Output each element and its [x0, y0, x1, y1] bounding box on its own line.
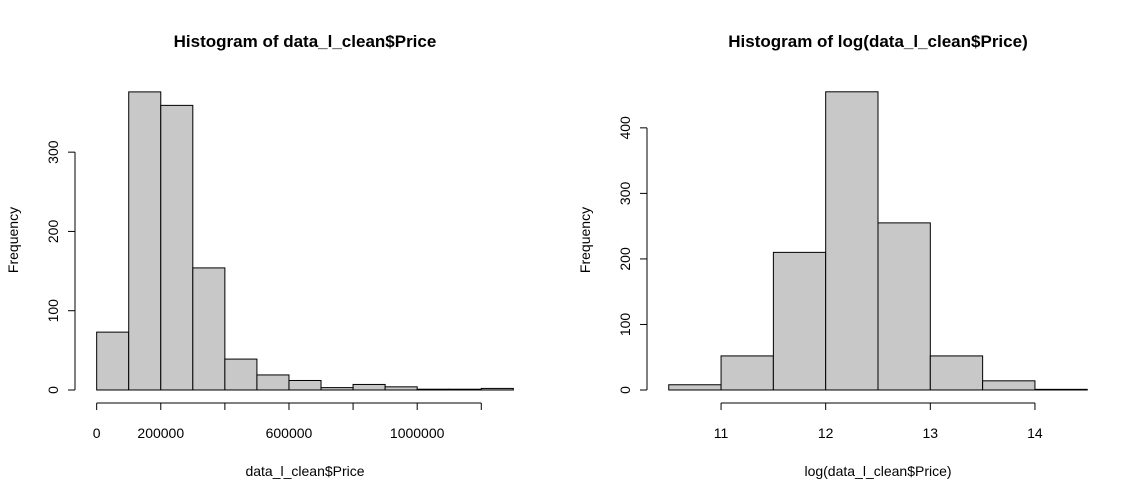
x-axis-label: data_l_clean$Price [245, 463, 364, 479]
y-tick-label: 0 [617, 386, 633, 394]
x-tick-label: 13 [923, 425, 939, 441]
x-tick-label: 1000000 [390, 425, 445, 441]
y-tick-label: 100 [45, 299, 61, 323]
x-tick-label: 11 [714, 425, 729, 441]
y-axis: 0 100 200 300 [45, 140, 76, 394]
histogram-bar [224, 358, 258, 391]
y-axis-label: Frequency [5, 207, 21, 273]
histogram-bar [256, 374, 290, 391]
histogram-bar [160, 104, 194, 391]
histogram-bar [982, 380, 1036, 391]
x-axis: 11 12 13 14 [714, 402, 1043, 441]
y-tick-label: 300 [45, 140, 61, 164]
histogram-bar [448, 388, 482, 391]
histogram-bar [128, 91, 162, 391]
histogram-bar [720, 355, 774, 391]
histogram-log-price-panel: Histogram of log(data_l_clean$Price) log… [577, 32, 1088, 479]
x-tick-label: 600000 [266, 425, 313, 441]
x-tick-label: 14 [1027, 425, 1043, 441]
y-axis-label: Frequency [577, 207, 593, 273]
y-tick-label: 400 [617, 116, 633, 140]
bars [668, 91, 1088, 391]
histogram-bar [384, 386, 418, 391]
histogram-bar [416, 388, 450, 391]
chart-title: Histogram of data_l_clean$Price [174, 32, 437, 51]
histogram-bar [825, 91, 879, 391]
histogram-bar [288, 379, 322, 391]
histogram-bar [352, 383, 386, 391]
histogram-bar [1034, 388, 1088, 391]
y-tick-label: 200 [45, 220, 61, 244]
histogram-bar [877, 222, 931, 391]
y-tick-label: 0 [45, 386, 61, 394]
histogram-bar [772, 251, 827, 391]
histogram-bar [929, 355, 984, 391]
y-tick-label: 200 [617, 247, 633, 271]
y-tick-label: 100 [617, 313, 633, 337]
histogram-bar [320, 387, 354, 391]
x-axis: 0 200000 600000 1000000 [93, 402, 482, 441]
histogram-bar [192, 267, 226, 391]
x-axis-label: log(data_l_clean$Price) [804, 463, 951, 479]
chart-title: Histogram of log(data_l_clean$Price) [728, 32, 1027, 51]
y-tick-label: 300 [617, 181, 633, 205]
x-tick-label: 200000 [137, 425, 184, 441]
histogram-price-panel: Histogram of data_l_clean$Price data_l_c… [5, 32, 514, 479]
histogram-bar [96, 331, 130, 391]
histogram-bar [480, 387, 514, 391]
histogram-bar [668, 384, 722, 391]
bars [96, 91, 514, 391]
x-tick-label: 0 [93, 425, 101, 441]
x-tick-label: 12 [818, 425, 834, 441]
y-axis: 0 100 200 300 400 [617, 116, 648, 394]
